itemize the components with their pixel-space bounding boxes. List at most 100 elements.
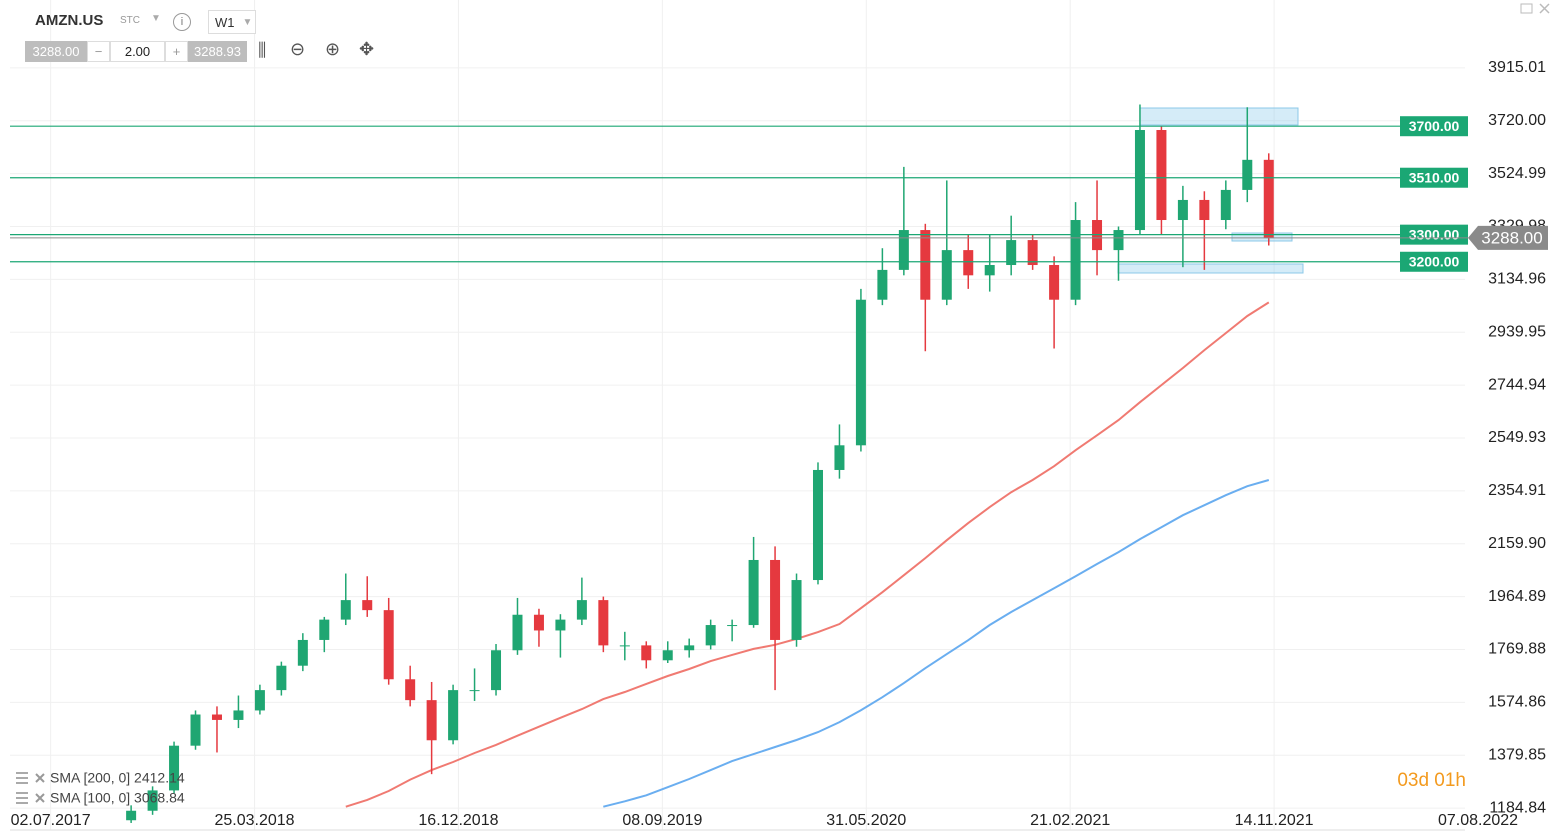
y-tick-label: 1769.88	[1488, 641, 1546, 658]
legend-settings-icon	[16, 772, 28, 784]
close-button[interactable]	[1539, 3, 1550, 14]
decrease-button[interactable]: −	[87, 41, 110, 62]
candle-body	[1263, 159, 1274, 238]
interval: W1	[215, 14, 235, 30]
level-label-box	[1400, 224, 1468, 245]
y-tick-label: 3915.01	[1488, 59, 1546, 76]
candle-body	[169, 745, 180, 791]
grid: 1184.84 1379.85 1574.86 1769.88 1964.89 2159.…	[10, 0, 1546, 831]
window-controls[interactable]	[1520, 3, 1550, 14]
candle-body	[340, 600, 351, 620]
x-tick-label: 31.05.2020	[826, 812, 906, 829]
level-label-box	[1400, 116, 1468, 137]
candle-body	[1070, 220, 1081, 300]
increase-button[interactable]: +	[165, 41, 188, 62]
candle-body	[1177, 199, 1188, 221]
zone	[1231, 232, 1293, 242]
y-tick-label: 2159.90	[1488, 535, 1546, 552]
y-tick-label: 1574.86	[1488, 694, 1546, 711]
minimize-button[interactable]	[1520, 3, 1533, 14]
zone	[1139, 107, 1299, 126]
legend-entry[interactable]: SMA [100, 0] 3068.84	[16, 790, 185, 806]
x-tick-label: 02.07.2017	[11, 812, 91, 829]
y-tick-label: 2744.94	[1488, 376, 1546, 393]
candle-body	[405, 679, 416, 701]
legend-label: SMA [100, 0] 3068.84	[50, 790, 185, 806]
candle-body	[190, 714, 201, 746]
candle-body	[1156, 130, 1167, 221]
legend-remove-icon	[35, 793, 45, 803]
candle-body	[684, 645, 695, 651]
zoom-out-button[interactable]: ⊖	[290, 39, 306, 59]
candle-body	[211, 714, 222, 720]
buy-price[interactable]: 3288.93	[188, 41, 247, 62]
candle-body	[1049, 265, 1060, 300]
level-label-box	[1400, 251, 1468, 272]
legend-label: SMA [200, 0] 2412.14	[50, 770, 185, 786]
candle-body	[319, 619, 330, 640]
candle-body	[147, 790, 158, 811]
candle-body	[533, 614, 544, 631]
candle-body	[1199, 199, 1210, 221]
candle-body	[812, 469, 823, 581]
last-price-label: 3288.00	[1481, 228, 1542, 247]
candle-body	[555, 619, 566, 631]
x-tick-label: 16.12.2018	[418, 812, 498, 829]
y-tick-label: 1964.89	[1488, 588, 1546, 605]
candle-body	[727, 625, 738, 627]
sell-price[interactable]: 3288.00	[25, 41, 87, 62]
candle-body	[1027, 240, 1038, 266]
candle-body	[662, 650, 673, 661]
candle-body	[963, 250, 974, 276]
candle-body	[1113, 230, 1124, 251]
chart-type-button[interactable]: ⫼	[258, 40, 267, 60]
overlay: 3700.00 3510.00 3300.00 3200.00 3288.00 SMA […	[10, 116, 1548, 806]
candle-body	[448, 690, 459, 741]
candle-body	[1220, 189, 1231, 221]
y-tick-label: 1184.84	[1489, 799, 1546, 816]
level-label: 3510.00	[1409, 169, 1460, 185]
candle-body	[1134, 130, 1145, 231]
dropdown-arrow[interactable]: ▼	[151, 13, 161, 24]
candle-body	[705, 625, 716, 646]
symbol[interactable]: AMZN.US	[35, 12, 104, 29]
x-tick-label: 14.11.2021	[1235, 812, 1314, 829]
legend-entry[interactable]: SMA [200, 0] 2412.14	[16, 770, 185, 786]
indicator-line	[603, 479, 1270, 808]
x-tick-label: 08.09.2019	[622, 812, 702, 829]
level-label: 3700.00	[1409, 118, 1460, 134]
y-tick-label: 2939.95	[1488, 323, 1546, 340]
candle-body	[126, 810, 137, 821]
y-tick-label: 3134.96	[1488, 271, 1546, 288]
candle-body	[877, 269, 888, 300]
candle-body	[1242, 159, 1253, 190]
instrument-type: STC	[120, 15, 140, 26]
y-tick-label: 2354.91	[1488, 482, 1546, 499]
candle-body	[233, 710, 244, 720]
zoom-in-button[interactable]: ⊕	[325, 39, 341, 59]
volume-input[interactable]: 2.00	[110, 41, 165, 62]
level-label: 3300.00	[1409, 226, 1460, 242]
candle-body	[1006, 240, 1017, 266]
pan-button[interactable]: ✥	[359, 39, 375, 59]
candle-body	[383, 610, 394, 680]
legend-remove-icon	[35, 773, 45, 783]
interval-select[interactable]: W1 ▼	[208, 10, 256, 34]
candle-body	[297, 639, 308, 666]
candle-body	[491, 650, 502, 691]
info-button[interactable]: i	[173, 13, 191, 31]
candle-body	[576, 600, 587, 620]
zone	[1117, 263, 1304, 274]
candle-body	[791, 580, 802, 640]
y-tick-label: 3524.99	[1488, 165, 1546, 182]
last-price-box	[1468, 225, 1548, 250]
legend-settings-icon	[16, 792, 28, 804]
countdown: 03d 01h	[1397, 770, 1466, 791]
level-label-box	[1400, 167, 1468, 188]
candle-body	[748, 559, 759, 626]
candle-body	[855, 299, 866, 446]
candle-body	[276, 665, 287, 691]
candle-body	[641, 645, 652, 661]
